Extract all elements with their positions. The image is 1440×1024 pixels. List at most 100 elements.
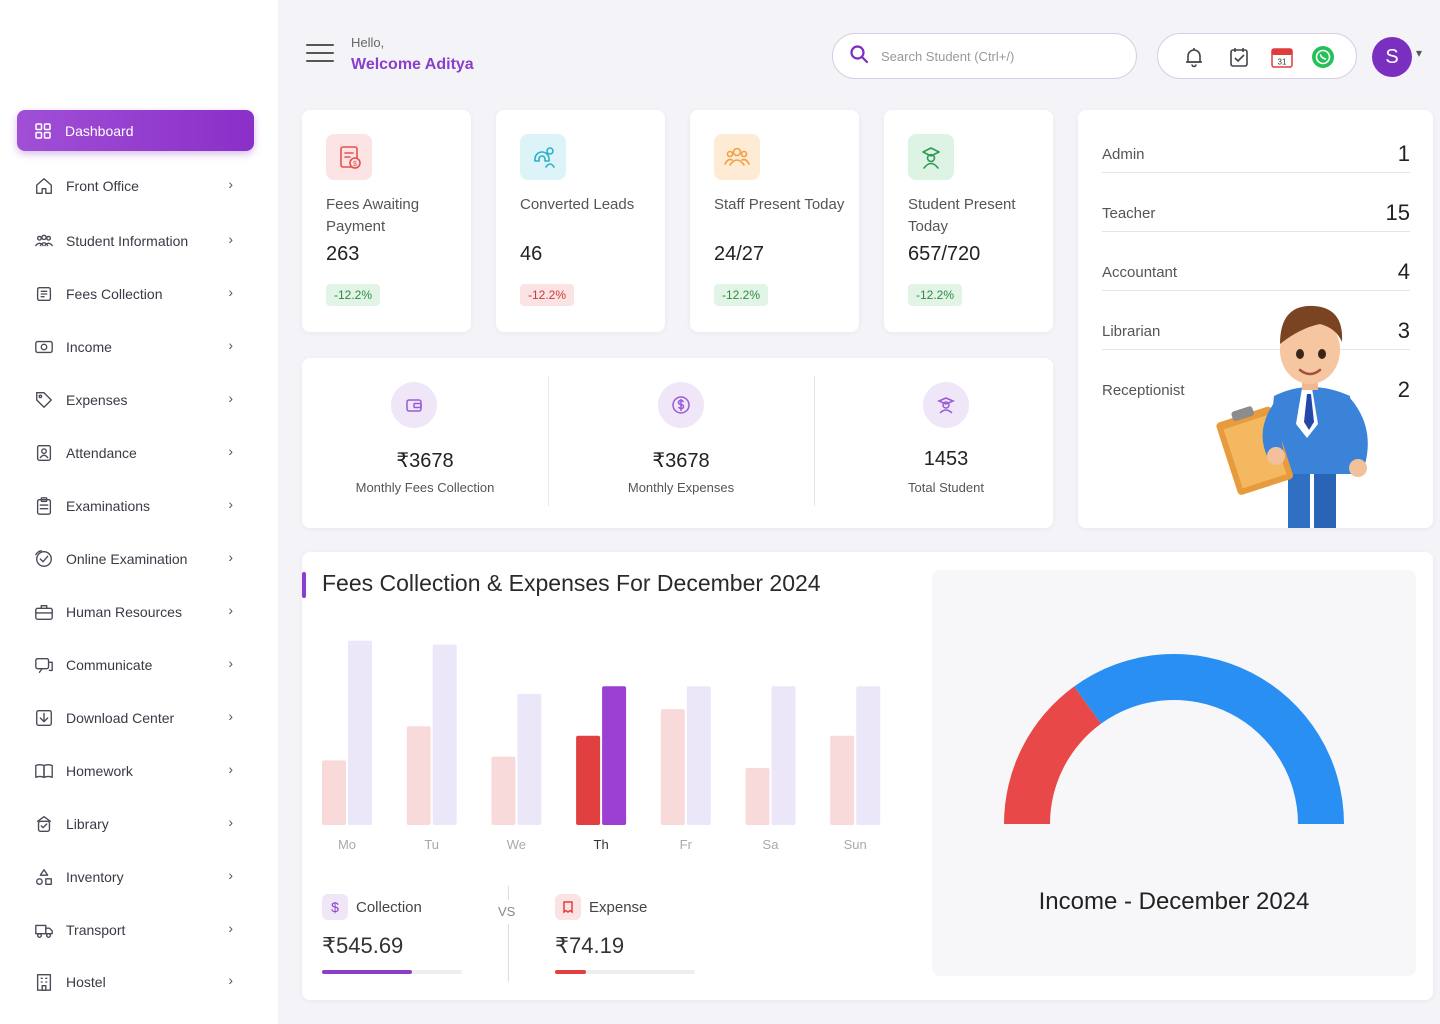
stat-card-converted-leads[interactable]: Converted Leads 46 -12.2% <box>496 110 665 332</box>
summary-caption: Total Student <box>908 480 984 495</box>
greeting: Hello, <box>351 35 385 50</box>
bar-sa-series-2[interactable] <box>771 686 796 825</box>
sidebar-item-library[interactable]: Library › <box>33 812 243 836</box>
stat-value: 24/27 <box>714 243 765 265</box>
donut-segment-1[interactable] <box>1004 686 1102 824</box>
summary-total-student: 1453 Total Student <box>814 358 1078 528</box>
clipboard-icon <box>33 495 55 517</box>
sidebar-item-online-examination[interactable]: Online Examination › <box>33 547 243 571</box>
sidebar-item-label: Hostel <box>66 974 106 990</box>
sidebar-item-communicate[interactable]: Communicate › <box>33 653 243 677</box>
bar-tu-series-2[interactable] <box>432 644 457 826</box>
sidebar-item-label: Front Office <box>66 178 139 194</box>
sidebar-item-label: Online Examination <box>66 551 188 567</box>
menu-toggle-button[interactable] <box>306 44 334 64</box>
trend-badge: -12.2% <box>326 284 381 306</box>
sidebar-item-label: Download Center <box>66 710 175 726</box>
tag-icon <box>33 389 55 411</box>
summary-expenses: ₹3678 Monthly Expenses <box>548 358 814 528</box>
avatar[interactable]: S <box>1372 37 1412 77</box>
sidebar-item-transport[interactable]: Transport › <box>33 918 243 942</box>
bar-sa-series-1[interactable] <box>745 768 770 825</box>
sidebar-item-label: Student Information <box>66 233 189 249</box>
search-input[interactable]: Search Student (Ctrl+/) <box>832 33 1137 79</box>
summary-amount: ₹3678 <box>396 450 454 472</box>
sidebar-item-label: Library <box>66 816 109 832</box>
sidebar-item-label: Attendance <box>66 445 137 461</box>
summary-card: ₹3678 Monthly Fees Collection ₹3678 Mont… <box>302 358 1053 528</box>
x-tick-label: Sun <box>844 837 867 852</box>
bar-mo-series-1[interactable] <box>322 760 346 825</box>
chevron-right-icon: › <box>228 761 233 777</box>
task-check-icon[interactable] <box>1227 45 1251 69</box>
role-name: Librarian <box>1102 323 1161 340</box>
building-icon <box>33 971 55 993</box>
sidebar-item-inventory[interactable]: Inventory › <box>33 865 243 889</box>
sidebar-item-download-center[interactable]: Download Center › <box>33 706 243 730</box>
student-icon <box>923 382 969 428</box>
x-tick-label: Tu <box>424 837 439 852</box>
calendar-icon[interactable]: 31 <box>1270 45 1294 69</box>
trend-badge: -12.2% <box>908 284 963 306</box>
header-actions: 31 <box>1157 33 1357 79</box>
fees-expenses-chart-card: Fees Collection & Expenses For December … <box>302 552 1433 1000</box>
role-count: 15 <box>1385 200 1410 225</box>
sidebar-item-label: Fees Collection <box>66 286 163 302</box>
collection-progress <box>322 970 462 974</box>
expense-value: ₹74.19 <box>555 933 625 958</box>
x-tick-label: Sa <box>763 837 780 852</box>
briefcase-icon <box>33 601 55 623</box>
bell-icon[interactable] <box>1182 45 1206 69</box>
chat-icon <box>33 654 55 676</box>
chevron-down-icon[interactable]: ▾ <box>1416 46 1423 60</box>
stat-card-student-present-today[interactable]: Student Present Today 657/720 -12.2% <box>884 110 1053 332</box>
sidebar-item-label: Communicate <box>66 657 153 673</box>
bar-sun-series-1[interactable] <box>830 735 855 825</box>
chevron-right-icon: › <box>228 284 233 300</box>
sidebar-item-examinations[interactable]: Examinations › <box>33 494 243 518</box>
expense-icon <box>555 894 581 920</box>
role-name: Accountant <box>1102 264 1178 281</box>
bar-th-series-2[interactable] <box>602 686 627 825</box>
bar-th-series-1[interactable] <box>576 735 601 825</box>
bar-fr-series-1[interactable] <box>660 709 685 825</box>
home-icon <box>33 175 55 197</box>
stat-label: Staff Present Today <box>714 196 845 213</box>
role-row-receptionist: Receptionist 2 <box>1102 350 1410 409</box>
expense-progress-fill <box>555 970 586 974</box>
bar-we-series-2[interactable] <box>517 693 542 825</box>
bar-fr-series-2[interactable] <box>686 686 711 825</box>
summary-amount: ₹3678 <box>652 450 710 472</box>
stat-card-fees-awaiting-payment[interactable]: $ Fees Awaiting Payment 263 -12.2% <box>302 110 471 332</box>
sidebar-item-label: Transport <box>66 922 126 938</box>
x-tick-label: We <box>507 837 526 852</box>
expense-label: Expense <box>589 899 648 916</box>
sidebar-item-label: Inventory <box>66 869 124 885</box>
stat-card-staff-present-today[interactable]: Staff Present Today 24/27 -12.2% <box>690 110 859 332</box>
summary-fees-collection: ₹3678 Monthly Fees Collection <box>302 358 548 528</box>
summary-caption: Monthly Fees Collection <box>355 480 495 495</box>
role-name: Admin <box>1102 146 1145 163</box>
bar-tu-series-1[interactable] <box>406 726 431 825</box>
donut-segment-2[interactable] <box>1074 654 1344 824</box>
chevron-right-icon: › <box>228 920 233 936</box>
sidebar-item-fees-collection[interactable]: Fees Collection › <box>33 282 243 306</box>
bar-mo-series-2[interactable] <box>348 640 372 825</box>
sidebar-item-hostel[interactable]: Hostel › <box>33 970 243 994</box>
sidebar-item-student-information[interactable]: Student Information › <box>33 229 243 253</box>
bar-we-series-1[interactable] <box>491 756 516 825</box>
sidebar-item-income[interactable]: Income › <box>33 335 243 359</box>
sidebar-item-expenses[interactable]: Expenses › <box>33 388 243 412</box>
sidebar-item-attendance[interactable]: Attendance › <box>33 441 243 465</box>
book-icon <box>33 760 55 782</box>
svg-text:$: $ <box>353 161 357 168</box>
chevron-right-icon: › <box>228 176 233 192</box>
sidebar-item-label: Dashboard <box>65 122 134 139</box>
sidebar-item-front-office[interactable]: Front Office › <box>33 174 243 198</box>
sidebar-item-homework[interactable]: Homework › <box>33 759 243 783</box>
whatsapp-icon[interactable] <box>1311 45 1335 69</box>
sidebar-item-human-resources[interactable]: Human Resources › <box>33 600 243 624</box>
stat-value: 657/720 <box>908 243 981 265</box>
sidebar-item-dashboard[interactable]: Dashboard <box>17 110 254 151</box>
bar-sun-series-2[interactable] <box>856 686 881 825</box>
